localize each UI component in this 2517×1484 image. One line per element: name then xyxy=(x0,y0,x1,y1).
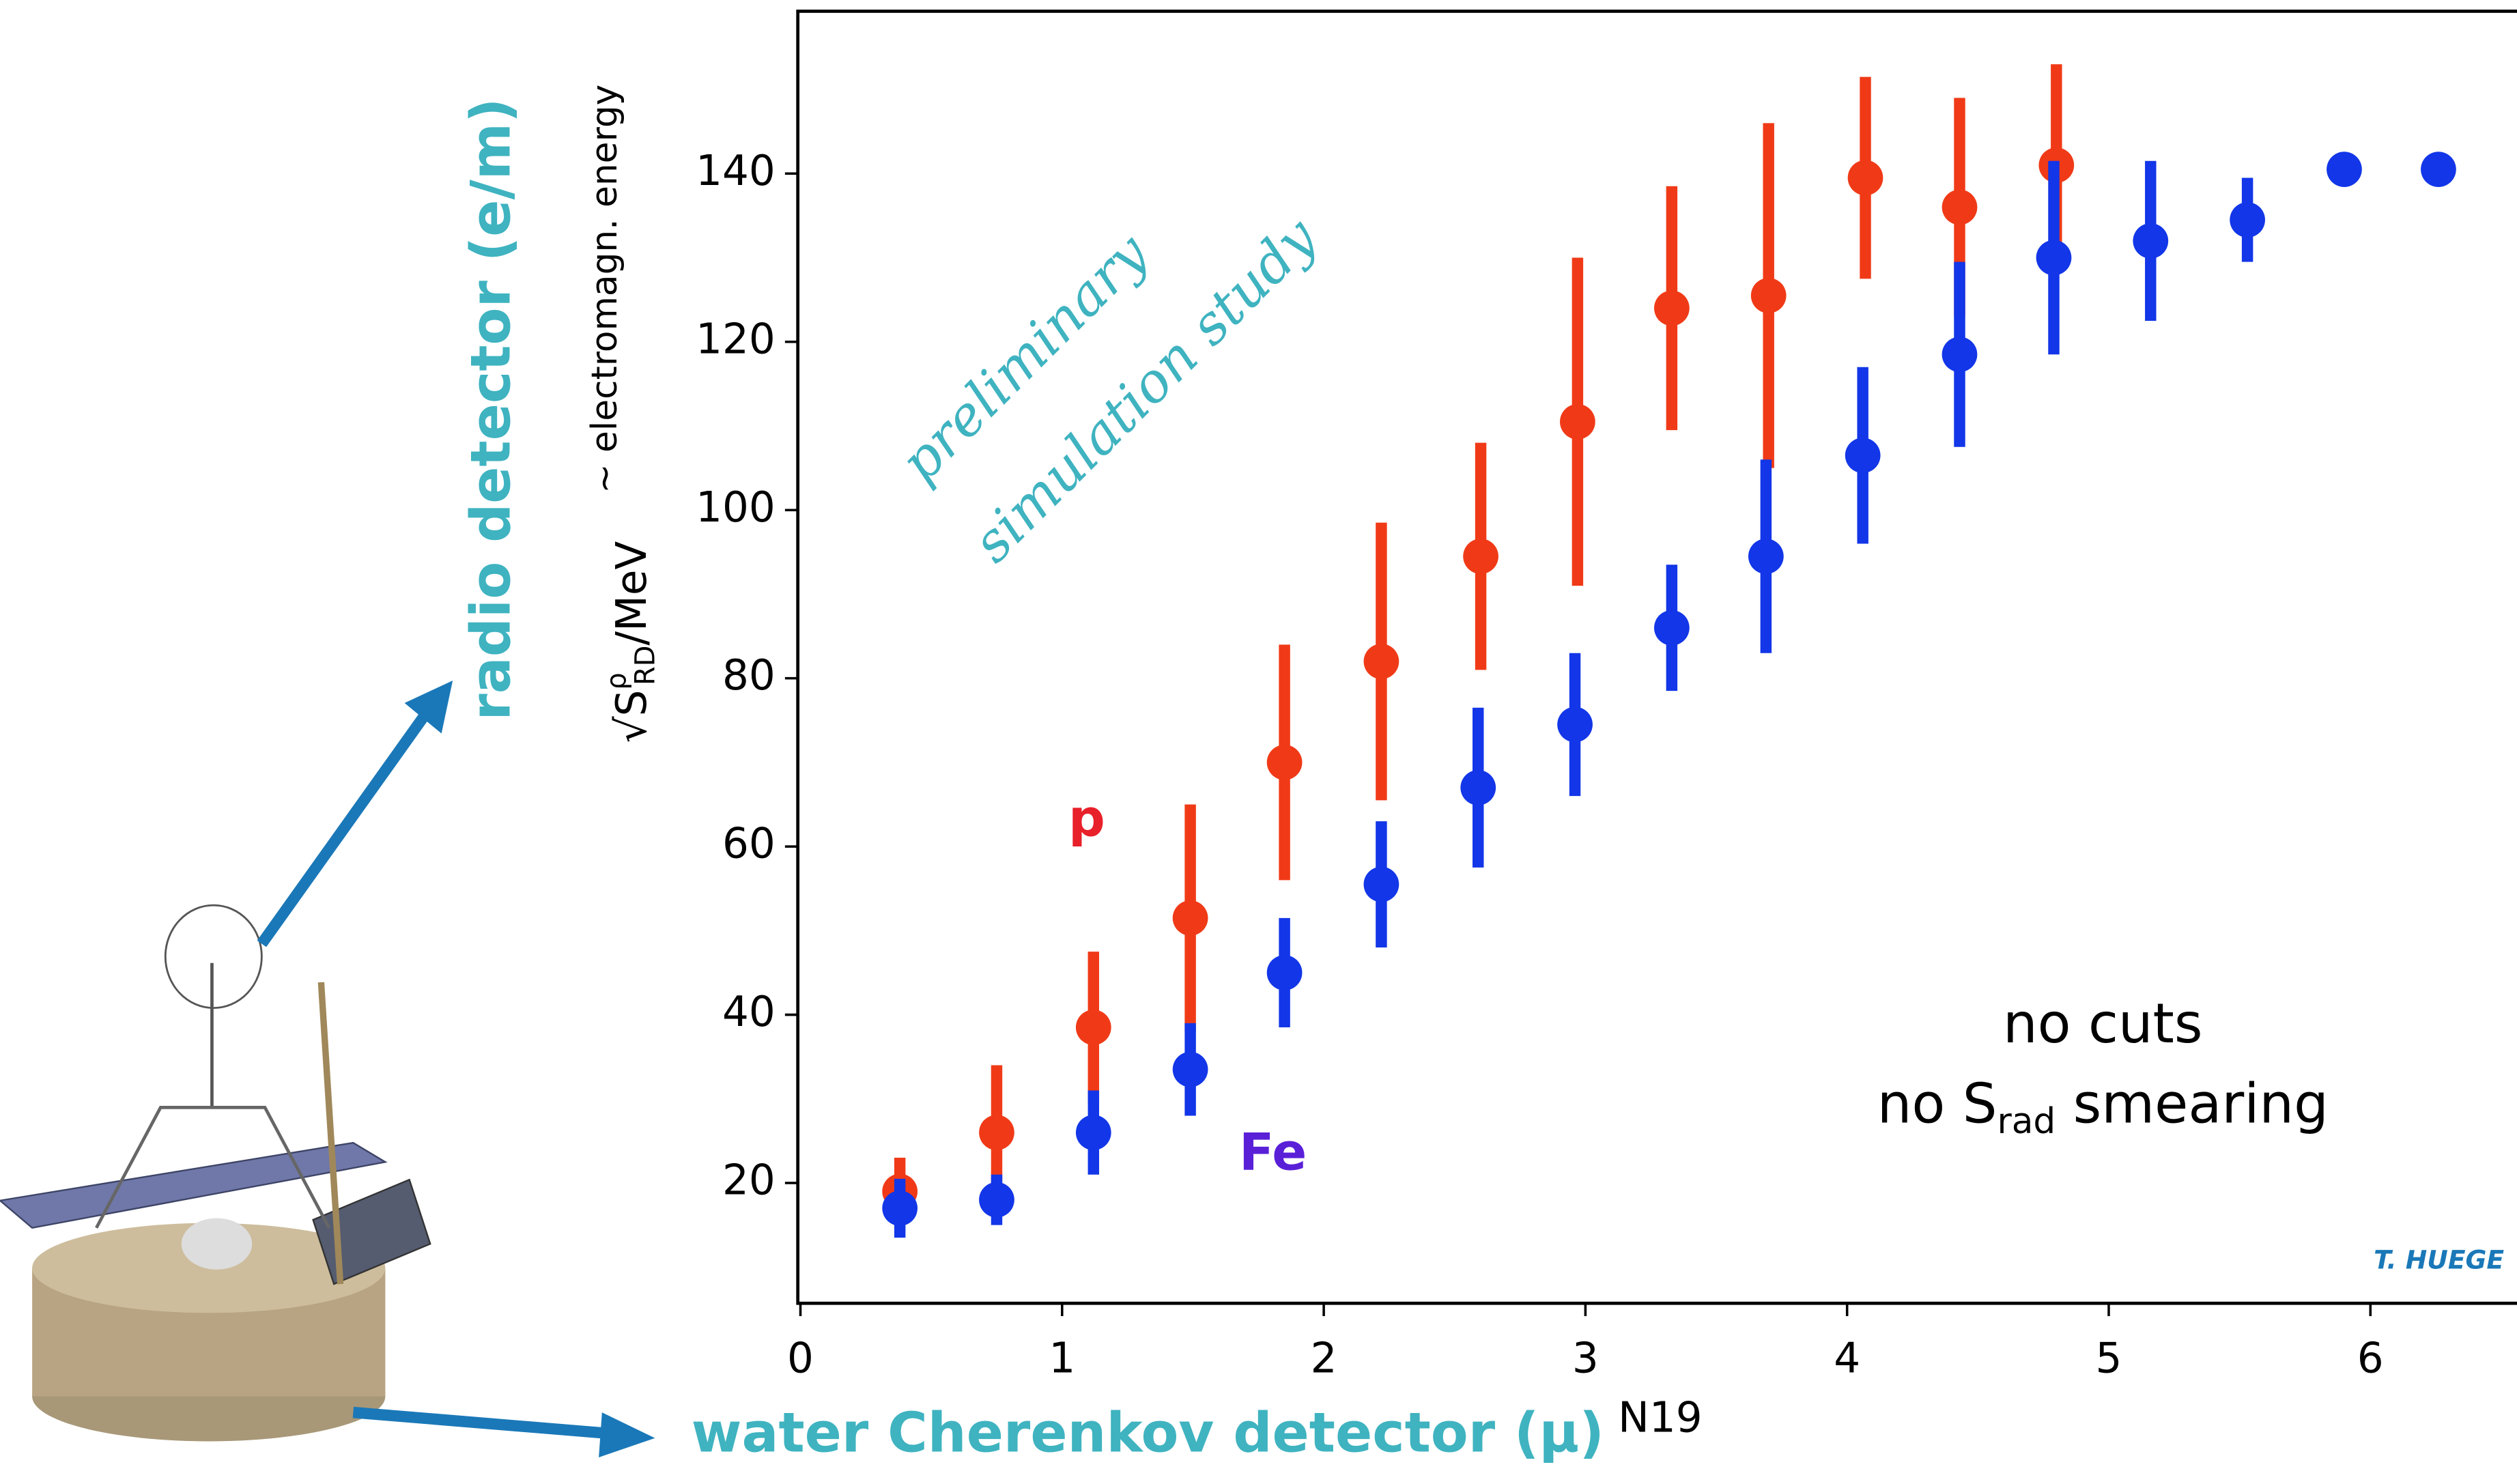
y-tick-label: 120 xyxy=(696,315,776,363)
x-tick-label: 5 xyxy=(2096,1334,2122,1382)
y-tick-label: 140 xyxy=(696,147,776,195)
y-tick-label: 80 xyxy=(722,651,776,700)
data-point xyxy=(979,1182,1014,1218)
data-point xyxy=(2036,240,2072,276)
y-label-base: √S xyxy=(607,690,655,743)
data-point xyxy=(1075,1010,1111,1045)
data-point xyxy=(1560,403,1595,440)
data-point xyxy=(1654,290,1690,326)
x-tick-label: 2 xyxy=(1311,1334,1337,1382)
annotation: no cuts xyxy=(2003,992,2203,1055)
annotation-pre: no S xyxy=(1877,1072,1997,1135)
credit: T. HUEGE xyxy=(2374,1245,2504,1275)
data-point xyxy=(1557,707,1593,743)
data-point xyxy=(1654,610,1690,646)
x-tick-label: 1 xyxy=(1049,1334,1075,1382)
data-point xyxy=(1845,438,1881,473)
data-point xyxy=(1847,160,1883,196)
data-point xyxy=(1172,1051,1208,1087)
y-axis-label: √SρRD/MeV xyxy=(601,541,661,743)
data-point xyxy=(1266,745,1303,780)
data-point xyxy=(2327,152,2362,187)
data-point xyxy=(1266,955,1303,990)
data-point xyxy=(1460,769,1496,805)
x-axis-suffix: N19 xyxy=(1618,1393,1703,1442)
x-tick-label: 6 xyxy=(2357,1334,2384,1382)
annotation: no Srad smearing xyxy=(1877,1072,2329,1142)
y-label-post: /MeV xyxy=(607,541,655,646)
y-tick-label: 100 xyxy=(696,483,776,532)
y-label-sub: RD xyxy=(630,645,662,685)
side-label: radio detector (e/m) xyxy=(459,98,522,721)
series-label: Fe xyxy=(1239,1122,1307,1182)
x-tick-label: 0 xyxy=(787,1334,814,1382)
data-point xyxy=(2421,152,2456,187)
y-tick-label: 40 xyxy=(722,988,776,1036)
data-point xyxy=(1363,644,1399,679)
x-tick-label: 4 xyxy=(1834,1334,1860,1382)
data-point xyxy=(2230,202,2265,238)
data-point xyxy=(882,1190,918,1226)
data-point xyxy=(1363,866,1399,902)
y-tick-label: 60 xyxy=(722,820,776,868)
y-axis-note: ~ electromagn. energy xyxy=(584,85,625,494)
data-point xyxy=(1172,900,1208,936)
series-label: p xyxy=(1068,788,1105,848)
x-axis-label: water Cherenkov detector (μ) xyxy=(692,1401,1604,1464)
data-point xyxy=(1748,539,1784,574)
data-point xyxy=(2133,223,2169,259)
data-point xyxy=(1750,278,1787,313)
x-tick-label: 3 xyxy=(1572,1334,1599,1382)
detector-illustration xyxy=(0,680,655,1457)
annotation-sub: rad xyxy=(1997,1101,2056,1142)
data-point xyxy=(1463,539,1498,574)
data-point xyxy=(1075,1115,1111,1150)
y-label-sup: ρ xyxy=(601,672,632,689)
annotation-post: smearing xyxy=(2056,1072,2329,1135)
data-point xyxy=(979,1115,1014,1150)
data-point xyxy=(1942,337,1978,373)
y-tick-label: 20 xyxy=(722,1156,776,1205)
data-point xyxy=(1942,189,1978,225)
plot-frame xyxy=(796,10,2517,1305)
